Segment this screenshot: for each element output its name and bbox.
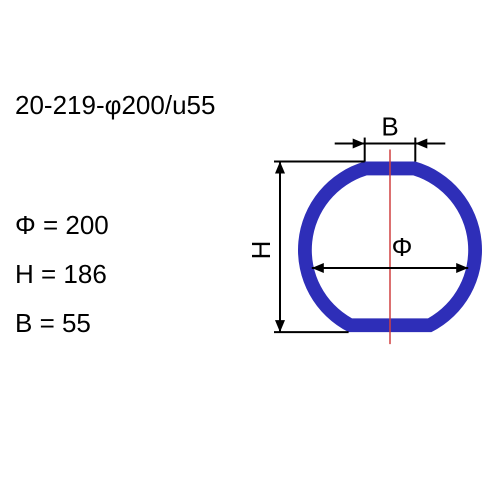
part-number-title: 20-219-φ200/u55	[15, 90, 215, 121]
spec-h: H = 186	[15, 259, 109, 290]
cross-section-diagram: B H Φ	[230, 95, 495, 360]
diagram-svg: B H Φ	[230, 95, 495, 355]
spec-b: B = 55	[15, 308, 109, 339]
spec-phi: Φ = 200	[15, 210, 109, 241]
spec-list: Φ = 200 H = 186 B = 55	[15, 210, 109, 357]
svg-text:Φ: Φ	[392, 232, 413, 262]
svg-text:B: B	[381, 112, 398, 142]
svg-text:H: H	[246, 241, 276, 260]
